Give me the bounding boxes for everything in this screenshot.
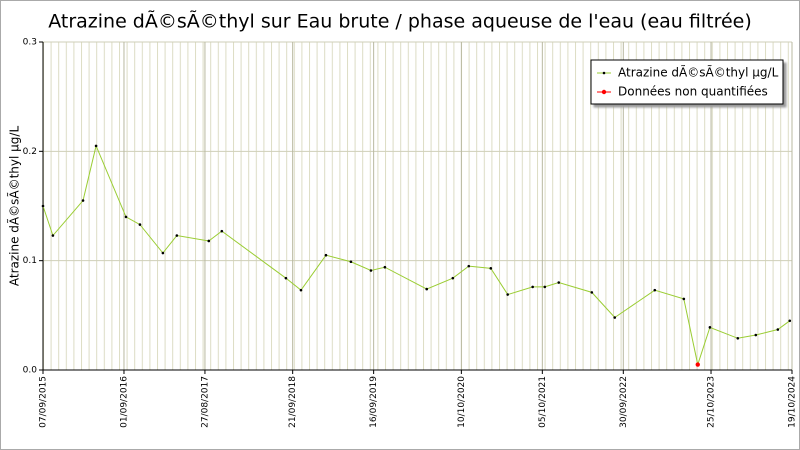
series-line — [42, 144, 791, 367]
x-tick-label: 25/10/2023 — [707, 376, 717, 428]
point — [161, 251, 165, 255]
point — [695, 362, 700, 367]
point — [138, 223, 142, 226]
y-tick-label: 0.1 — [23, 256, 37, 266]
point — [531, 285, 534, 289]
point — [51, 234, 55, 237]
y-axis-label: Atrazine dÃ©sÃ©thyl µg/L — [7, 126, 22, 287]
point — [506, 293, 509, 296]
point — [324, 253, 328, 257]
x-tick-label: 07/09/2015 — [39, 376, 49, 428]
x-tick-label: 30/09/2022 — [619, 376, 629, 428]
point — [776, 328, 780, 331]
legend-label: Atrazine dÃ©sÃ©thyl µg/L — [618, 65, 779, 80]
point — [708, 326, 712, 329]
point — [425, 287, 429, 291]
point — [81, 199, 85, 202]
legend-marker — [602, 71, 606, 75]
point — [383, 265, 387, 269]
point — [451, 276, 455, 280]
point — [124, 215, 128, 219]
x-tick-label: 10/10/2020 — [457, 376, 467, 428]
point — [543, 285, 547, 289]
point — [41, 204, 45, 208]
point — [682, 297, 686, 301]
point — [207, 239, 211, 243]
legend-label: Données non quantifiées — [618, 85, 768, 99]
point — [754, 333, 758, 337]
chart-title: Atrazine dÃ©sÃ©thyl sur Eau brute / phas… — [48, 10, 752, 33]
x-tick-label: 01/09/2016 — [119, 376, 129, 428]
point — [175, 234, 179, 237]
legend-box — [590, 59, 784, 105]
point — [467, 264, 471, 268]
y-tick-label: 0.2 — [23, 147, 37, 157]
y-tick-label: 0.3 — [23, 38, 37, 48]
point — [220, 229, 224, 233]
point — [788, 319, 792, 323]
legend: Atrazine dÃ©sÃ©thyl µg/L Données non quan… — [590, 59, 784, 105]
point — [369, 269, 373, 272]
y-tick-label: 0.0 — [23, 366, 38, 376]
point — [653, 288, 657, 292]
x-tick-label: 27/08/2017 — [200, 376, 210, 428]
x-tick-label: 21/09/2018 — [288, 376, 298, 428]
point — [349, 260, 353, 264]
point — [736, 336, 740, 340]
point — [284, 276, 288, 280]
x-tick-label: 05/10/2021 — [538, 376, 548, 428]
point — [613, 316, 617, 319]
x-tick-label: 16/09/2019 — [369, 376, 379, 428]
x-tick-label: 19/10/2024 — [788, 376, 798, 428]
legend-marker — [601, 89, 607, 95]
point — [299, 288, 303, 292]
point — [94, 144, 98, 148]
point — [489, 267, 493, 270]
point — [590, 291, 594, 294]
point — [557, 281, 561, 284]
